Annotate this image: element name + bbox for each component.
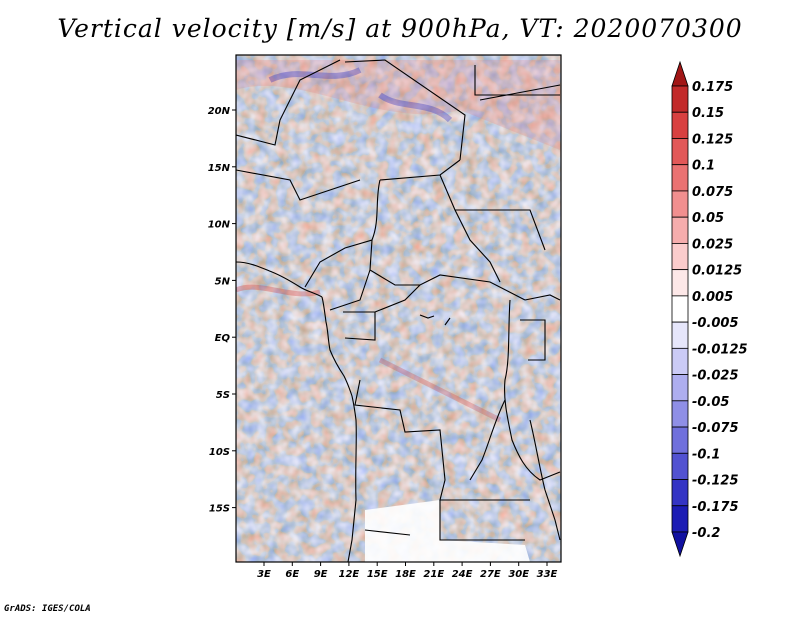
colorbar-label: 0.0125 xyxy=(692,264,742,279)
colorbar-swatch xyxy=(671,400,689,428)
lat-tick-label: 10N xyxy=(208,220,231,231)
colorbar-label: 0.15 xyxy=(692,106,724,121)
lat-tick-label: 15S xyxy=(209,504,230,515)
colorbar-label: 0.05 xyxy=(692,211,724,226)
colorbar-swatch xyxy=(671,479,689,507)
colorbar-swatch xyxy=(671,190,689,218)
colorbar-label: 0.125 xyxy=(692,132,733,147)
velocity-field xyxy=(236,55,561,562)
map-plot-area xyxy=(235,54,562,563)
colorbar-label: 0.025 xyxy=(692,237,733,252)
colorbar-label: -0.075 xyxy=(692,421,739,436)
colorbar-swatch xyxy=(671,452,689,480)
plot-frame xyxy=(235,54,562,563)
colorbar-label: 0.075 xyxy=(692,185,733,200)
no-data-area xyxy=(365,500,530,562)
colorbar-swatch xyxy=(671,243,689,271)
colorbar-swatch xyxy=(671,295,689,323)
colorbar-swatch xyxy=(671,321,689,349)
lat-tick-label: 5S xyxy=(216,390,230,401)
grads-credit: GrADS: IGES/COLA xyxy=(4,604,91,614)
colorbar-swatch xyxy=(671,426,689,454)
colorbar-swatch xyxy=(671,374,689,402)
lon-tick-label: 30E xyxy=(508,569,529,580)
colorbar-swatch xyxy=(671,138,689,166)
colorbar-label: -0.1 xyxy=(692,447,720,462)
chart-title: Vertical velocity [m/s] at 900hPa, VT: 2… xyxy=(57,14,743,43)
colorbar-label: -0.0125 xyxy=(692,342,748,357)
colorbar-label: -0.05 xyxy=(692,395,729,410)
country-borders xyxy=(236,59,561,562)
latitude-ticks: 20N 15N 10N 5N EQ 5S 10S 15S xyxy=(208,106,236,515)
colorbar-swatch xyxy=(671,269,689,297)
lon-tick-label: 24E xyxy=(452,569,473,580)
longitude-ticks: 3E 6E 9E 12E 15E 18E 21E 24E 27E 30E 33E xyxy=(257,562,558,580)
colorbar-label: -0.025 xyxy=(692,369,739,384)
colorbar-label: 0.005 xyxy=(692,290,733,305)
lat-tick-label: 5N xyxy=(215,276,231,287)
lon-tick-label: 6E xyxy=(285,569,299,580)
colorbar-swatch xyxy=(671,505,689,533)
lat-tick-label: EQ xyxy=(215,333,231,344)
colorbar-swatch xyxy=(671,85,689,113)
colorbar-swatch xyxy=(671,347,689,375)
colorbar-label: 0.1 xyxy=(692,159,715,174)
colorbar-label: -0.005 xyxy=(692,316,739,331)
colorbar: 0.175 0.15 0.125 0.1 0.075 0.05 0.025 0.0125 0.0… xyxy=(671,60,748,558)
lat-tick-label: 15N xyxy=(208,163,231,174)
colorbar-label: -0.125 xyxy=(692,474,739,489)
colorbar-label: -0.175 xyxy=(692,500,739,515)
colorbar-bottom-arrow xyxy=(671,531,689,558)
lon-tick-label: 21E xyxy=(423,569,444,580)
lon-tick-label: 12E xyxy=(339,569,360,580)
lon-tick-label: 27E xyxy=(480,569,501,580)
lat-tick-label: 10S xyxy=(209,447,230,458)
lon-tick-label: 3E xyxy=(257,569,271,580)
colorbar-swatch xyxy=(671,111,689,139)
colorbar-top-arrow xyxy=(671,60,689,87)
lon-tick-label: 18E xyxy=(395,569,416,580)
colorbar-label: 0.175 xyxy=(692,80,733,95)
colorbar-swatch xyxy=(671,216,689,244)
velocity-regions xyxy=(236,60,560,562)
lon-tick-label: 9E xyxy=(314,569,328,580)
lon-tick-label: 15E xyxy=(367,569,388,580)
colorbar-label: -0.2 xyxy=(692,526,720,541)
colorbar-swatch xyxy=(671,164,689,192)
lat-tick-label: 20N xyxy=(208,106,231,117)
lon-tick-label: 33E xyxy=(537,569,558,580)
